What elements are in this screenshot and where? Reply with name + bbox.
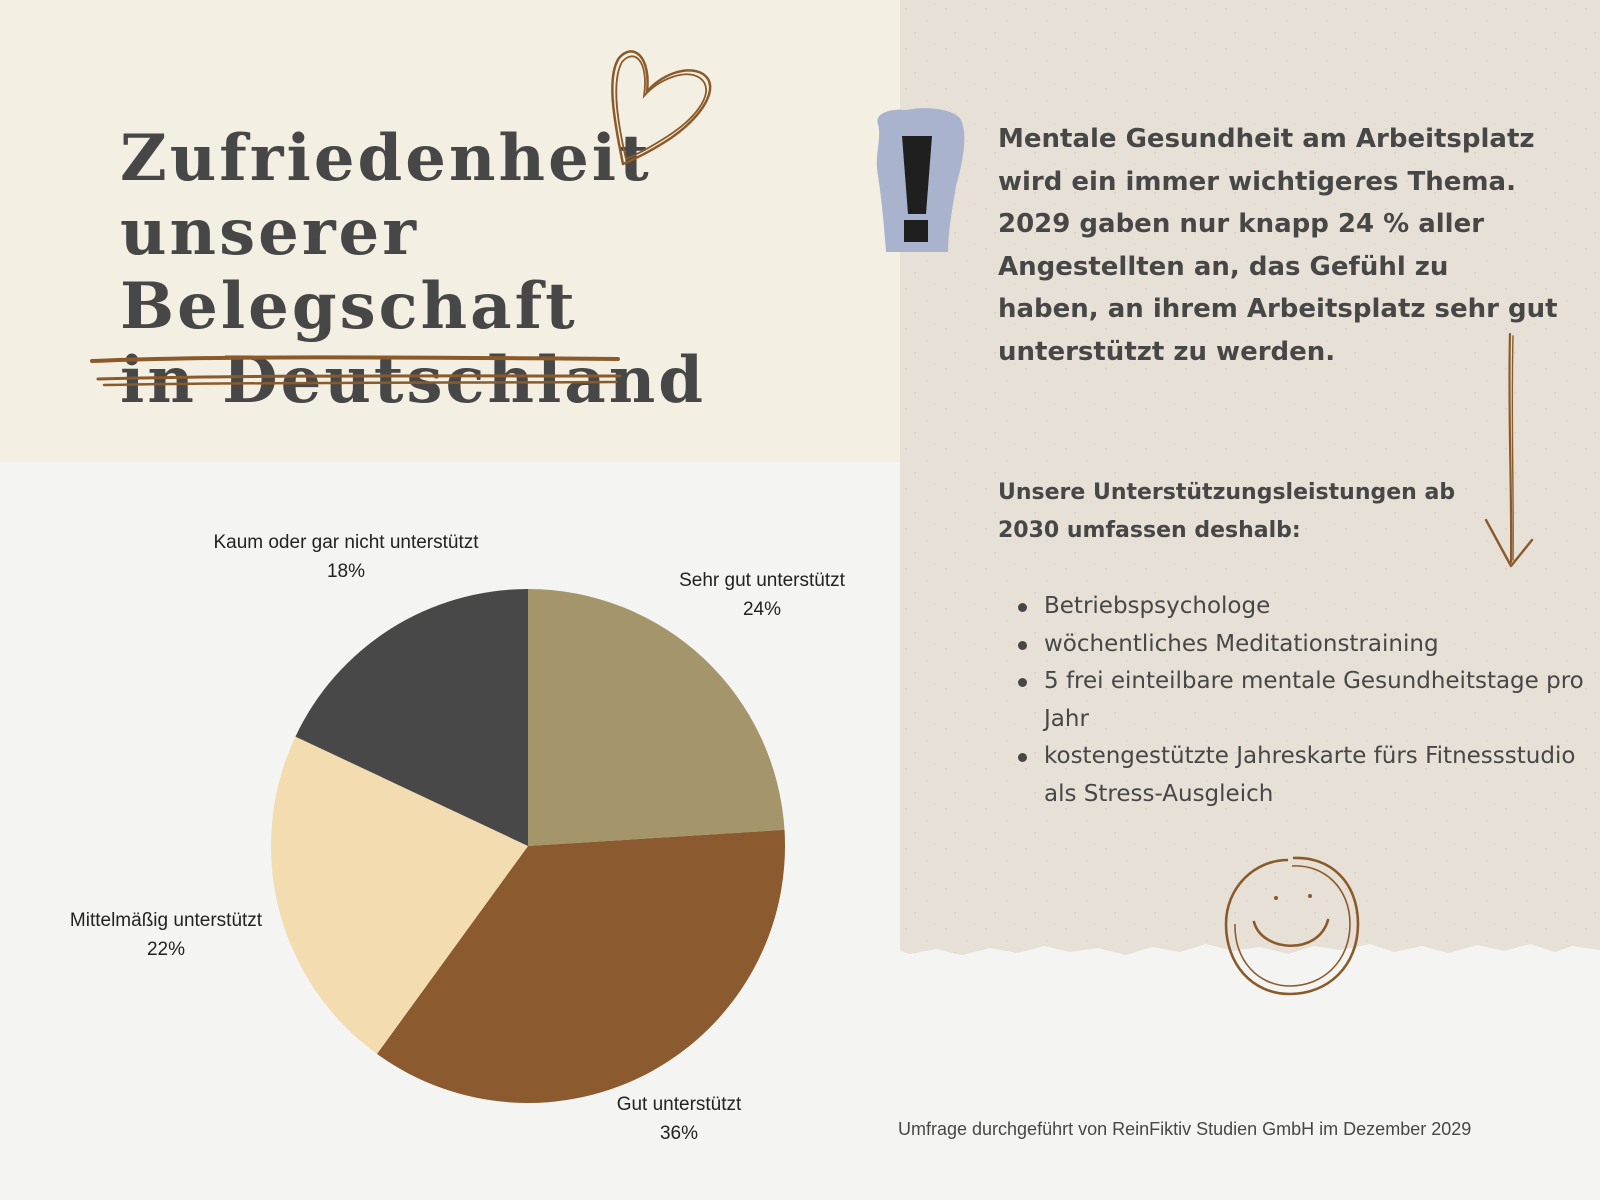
smiley-icon bbox=[1224, 856, 1360, 996]
pie-slice bbox=[528, 589, 785, 846]
footnote: Umfrage durchgeführt von ReinFiktiv Stud… bbox=[898, 1119, 1472, 1139]
pie-slice-label: Gut unterstützt 36% bbox=[617, 1090, 742, 1148]
arrow-down-icon bbox=[1484, 332, 1534, 568]
title-underline bbox=[90, 355, 622, 387]
pie-label-value: 18% bbox=[326, 561, 366, 582]
pie-label-value: 36% bbox=[659, 1123, 699, 1144]
list-item: Betriebspsychologe bbox=[1018, 588, 1600, 626]
pie-slice-label: Sehr gut unterstützt 24% bbox=[679, 566, 845, 624]
pie-slice bbox=[295, 589, 528, 846]
paper-panel bbox=[900, 0, 1600, 955]
support-list: Betriebspsychologe wöchentliches Meditat… bbox=[998, 588, 1600, 813]
heart-icon bbox=[611, 50, 712, 166]
pie-label-value: 24% bbox=[742, 599, 782, 620]
list-item: kostengestützte Jahreskarte fürs Fitness… bbox=[1018, 738, 1600, 813]
pie-label-name: Sehr gut unterstützt bbox=[679, 570, 845, 591]
support-heading: Unsere Unterstützungsleistungen ab 2030 … bbox=[998, 480, 1456, 543]
pie-label-name: Kaum oder gar nicht unterstützt bbox=[213, 532, 479, 553]
pie-slice-label: Kaum oder gar nicht unterstützt 18% bbox=[213, 528, 478, 586]
pie-label-value: 22% bbox=[146, 939, 186, 960]
pie-slice-label: Mittelmäßig unterstützt 22% bbox=[70, 906, 262, 964]
exclamation-icon bbox=[876, 108, 965, 252]
list-item: wöchentliches Meditationstraining bbox=[1018, 626, 1600, 664]
intro-text: Mentale Gesundheit am Arbeitsplatz wird … bbox=[998, 124, 1558, 367]
pie-slice bbox=[376, 829, 785, 1103]
list-item: 5 frei einteilbare mentale Gesundheitsta… bbox=[1018, 663, 1600, 738]
pie-label-name: Mittelmäßig unterstützt bbox=[69, 910, 263, 931]
pie-label-name: Gut unterstützt bbox=[616, 1094, 742, 1115]
page-title: Zufriedenheit unserer Belegschaft in Deu… bbox=[120, 121, 707, 418]
pie-chart bbox=[270, 589, 785, 1103]
pie-slice bbox=[270, 736, 528, 1054]
